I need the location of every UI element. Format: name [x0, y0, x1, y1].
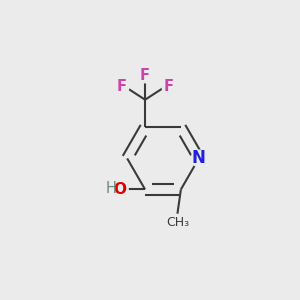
Text: O: O	[113, 182, 126, 197]
Text: H: H	[106, 181, 116, 196]
Text: CH₃: CH₃	[166, 217, 189, 230]
Text: F: F	[164, 79, 174, 94]
Text: F: F	[140, 68, 150, 83]
Text: F: F	[116, 79, 126, 94]
Text: N: N	[192, 149, 206, 167]
